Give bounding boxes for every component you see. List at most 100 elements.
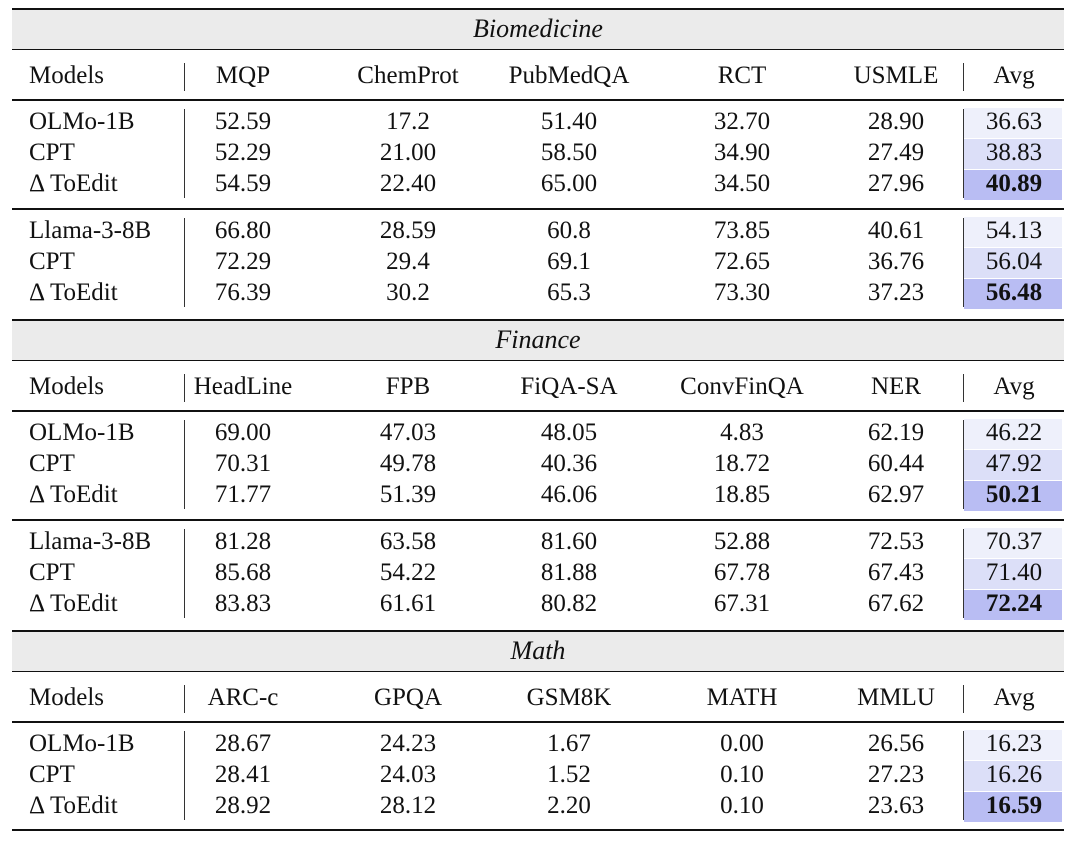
avg-cell-shading [964,481,1062,511]
metric-value: 72.65 [713,248,771,275]
section-top-rule [12,630,1064,632]
header-rule [12,721,1064,723]
column-header: ARC-c [207,684,279,711]
domain-title: Math [510,636,566,665]
section-top-rule [12,8,1064,10]
metric-value: 81.60 [540,528,598,555]
metric-value: 51.40 [540,108,598,135]
avg-cell-shading [964,528,1062,558]
domain-band [12,10,1064,49]
metric-value: 54.59 [214,170,272,197]
metric-value: 34.90 [713,139,771,166]
metric-value: 71.40 [985,559,1043,586]
column-header: Avg [993,684,1035,711]
column-header: USMLE [853,62,939,89]
metric-value: 16.26 [985,761,1043,788]
column-header: Avg [993,373,1035,400]
column-header: GPQA [373,684,443,711]
metric-value: 67.31 [713,590,771,617]
avg-cell-shading [964,761,1062,791]
avg-cell-shading [964,248,1062,278]
metric-value: 22.40 [379,170,437,197]
metric-value: 28.92 [214,792,272,819]
metric-value: 52.59 [214,108,272,135]
metric-value: 0.00 [720,730,764,757]
model-name: Δ ToEdit [29,481,118,508]
metric-value: 67.43 [867,559,925,586]
model-name: OLMo-1B [29,730,135,757]
metric-value: 36.76 [867,248,925,275]
column-header: HeadLine [193,373,293,400]
column-header: GSM8K [526,684,612,711]
header-rule [12,410,1064,412]
group-rule [12,208,1064,210]
metric-value: 65.00 [540,170,598,197]
avg-divider [963,420,964,509]
domain-band [12,632,1064,671]
avg-cell-shading [964,170,1062,200]
model-divider [184,109,185,198]
model-name: CPT [29,139,75,166]
metric-value: 40.89 [985,170,1043,197]
metric-value: 56.04 [985,248,1043,275]
metric-value: 85.68 [214,559,272,586]
metric-value: 69.00 [214,419,272,446]
metric-value: 54.22 [379,559,437,586]
avg-cell-shading [964,279,1062,309]
model-name: Δ ToEdit [29,279,118,306]
avg-cell-shading [964,450,1062,480]
column-header: MATH [706,684,778,711]
metric-value: 28.90 [867,108,925,135]
section-top-rule [12,319,1064,321]
model-divider [184,529,185,618]
metric-value: 26.56 [867,730,925,757]
metric-value: 61.61 [379,590,437,617]
column-header: PubMedQA [508,62,630,89]
metric-value: 29.4 [386,248,430,275]
metric-value: 47.92 [985,450,1043,477]
metric-value: 80.82 [540,590,598,617]
model-name: CPT [29,559,75,586]
avg-divider [963,218,964,307]
metric-value: 4.83 [720,419,764,446]
domain-rule [12,360,1064,361]
avg-divider [963,731,964,820]
model-name: Δ ToEdit [29,792,118,819]
metric-value: 28.59 [379,217,437,244]
column-header: MMLU [857,684,935,711]
avg-cell-shading [964,139,1062,169]
model-name: CPT [29,248,75,275]
metric-value: 72.53 [867,528,925,555]
metric-value: 56.48 [985,279,1043,306]
metric-value: 73.85 [713,217,771,244]
metric-value: 60.44 [867,450,925,477]
model-name: Llama-3-8B [29,528,152,555]
avg-cell-shading [964,730,1062,760]
metric-value: 49.78 [379,450,437,477]
metric-value: 28.41 [214,761,272,788]
avg-divider [963,109,964,198]
metric-value: 23.63 [867,792,925,819]
column-header: NER [871,373,921,400]
model-name: Llama-3-8B [29,217,152,244]
model-name: CPT [29,761,75,788]
metric-value: 63.58 [379,528,437,555]
domain-band [12,321,1064,360]
metric-value: 24.23 [379,730,437,757]
avg-cell-shading [964,108,1062,138]
table-bottom-rule [12,829,1064,831]
avg-cell-shading [964,559,1062,589]
domain-title: Biomedicine [473,14,603,43]
metric-value: 16.23 [985,730,1043,757]
metric-value: 40.61 [867,217,925,244]
column-header: FPB [385,373,431,400]
avg-cell-shading [964,419,1062,449]
metric-value: 58.50 [540,139,598,166]
header-divider [184,685,185,713]
metric-value: 37.23 [867,279,925,306]
model-divider [184,218,185,307]
metric-value: 72.24 [985,590,1043,617]
column-header: ConvFinQA [680,373,804,400]
metric-value: 1.52 [547,761,591,788]
domain-rule [12,671,1064,672]
